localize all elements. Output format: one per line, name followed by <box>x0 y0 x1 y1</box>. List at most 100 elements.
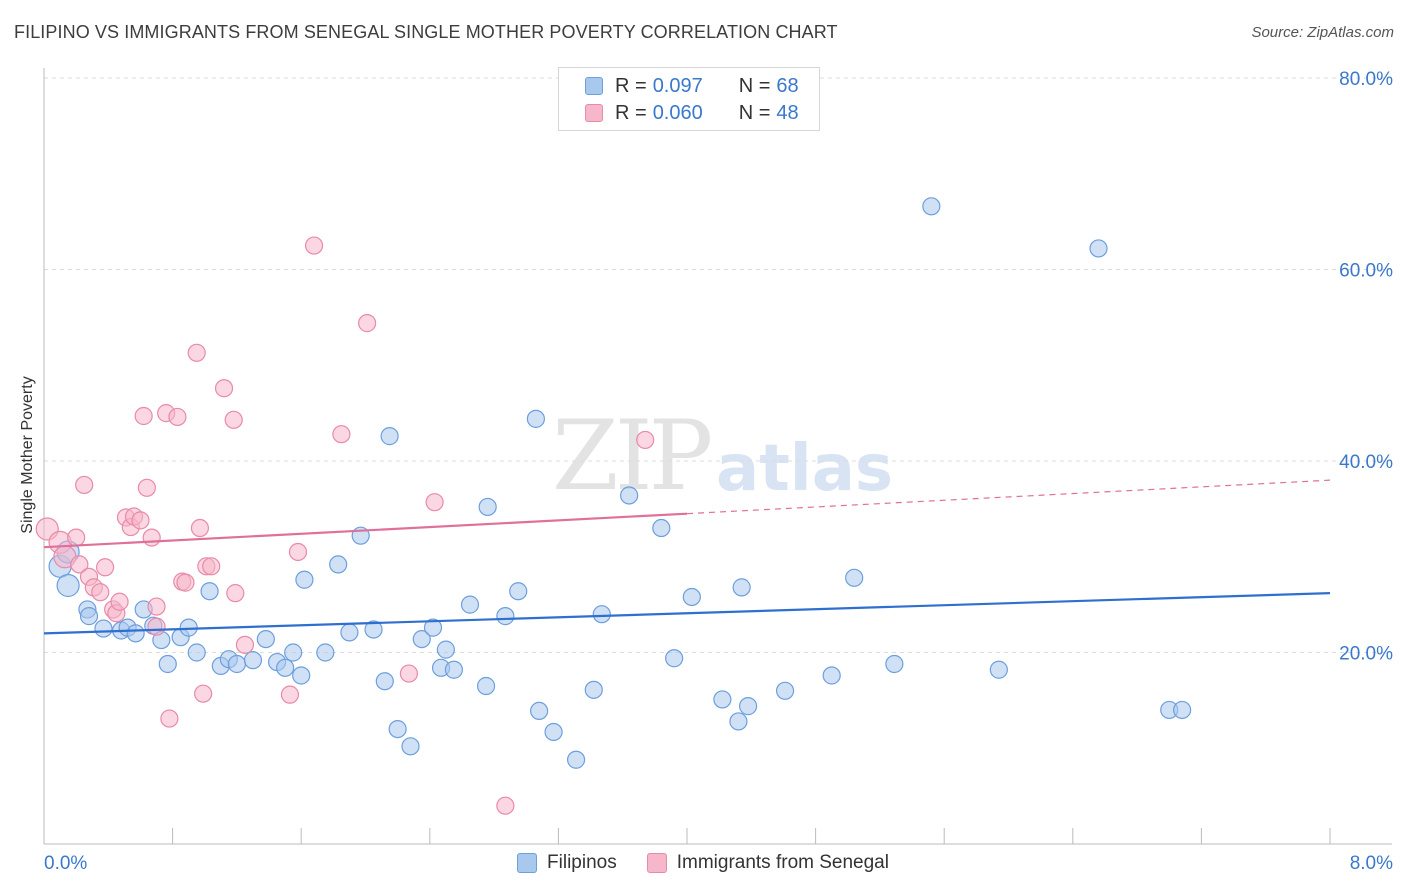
senegal-point <box>187 343 206 362</box>
filipino-point <box>526 409 545 428</box>
filipino-point <box>94 619 113 638</box>
watermark-atlas: atlas <box>716 432 893 506</box>
legend-r-label: R = <box>615 101 647 124</box>
senegal-point <box>95 558 115 577</box>
legend-swatch-pink <box>585 104 603 122</box>
legend-swatch-pink <box>646 853 667 873</box>
filipino-point <box>989 660 1008 679</box>
legend-swatch-blue <box>585 77 603 95</box>
correlation-legend: R = 0.097 N = 68 R = 0.060 N = 48 <box>558 67 820 131</box>
filipino-point <box>885 654 904 674</box>
senegal-point <box>176 573 195 592</box>
filipino-point <box>775 681 795 700</box>
senegal-trend-line-dashed <box>686 479 1331 515</box>
legend-n-label: N = <box>738 74 771 97</box>
senegal-point <box>134 406 153 426</box>
senegal-point <box>190 518 210 538</box>
source-label: Source: ZipAtlas.com <box>1251 24 1394 41</box>
filipino-point <box>713 690 732 709</box>
filipino-point <box>423 618 443 637</box>
filipino-point <box>227 654 246 674</box>
filipino-point <box>388 719 407 739</box>
senegal-point <box>67 528 86 547</box>
filipino-point <box>496 607 515 626</box>
filipino-point <box>476 676 496 696</box>
legend-n-label: N = <box>738 101 771 124</box>
legend-n-value: 68 <box>776 74 799 97</box>
senegal-point <box>75 475 94 495</box>
filipino-point <box>544 722 563 742</box>
filipino-point <box>316 643 335 662</box>
legend-item-filipinos: Filipinos <box>517 852 617 874</box>
filipino-trend-line <box>43 592 1331 635</box>
chart-title: FILIPINO VS IMMIGRANTS FROM SENEGAL SING… <box>14 22 838 42</box>
legend-n-value: 48 <box>776 101 799 124</box>
senegal-point <box>147 617 166 636</box>
filipino-point <box>284 643 303 662</box>
filipino-point <box>444 660 464 679</box>
filipino-point <box>1173 700 1192 720</box>
filipino-point <box>592 605 611 624</box>
senegal-point <box>358 314 377 333</box>
filipino-point <box>243 651 263 670</box>
legend-swatch-blue <box>517 853 538 873</box>
senegal-point <box>226 584 245 603</box>
filipino-point <box>401 737 420 756</box>
y-tick-label: 80.0% <box>1339 69 1393 90</box>
filipino-point <box>922 197 941 216</box>
filipino-point <box>276 658 295 677</box>
senegal-point <box>636 430 655 450</box>
filipino-point <box>56 573 80 598</box>
filipino-point <box>729 712 748 731</box>
senegal-point <box>110 592 129 611</box>
filipino-point <box>530 701 549 721</box>
senegal-point <box>214 379 234 398</box>
filipino-point <box>620 486 639 505</box>
senegal-point <box>194 684 213 703</box>
senegal-point <box>160 709 179 728</box>
filipino-point <box>380 427 399 446</box>
filipino-point <box>584 680 603 699</box>
filipino-point <box>200 582 219 601</box>
filipino-point <box>375 672 394 691</box>
senegal-trend-line <box>43 512 688 549</box>
filipino-point <box>126 624 145 643</box>
filipino-point <box>292 666 311 685</box>
filipino-point <box>187 643 206 662</box>
senegal-point <box>304 236 324 255</box>
filipino-point <box>738 697 758 716</box>
legend-label-filipinos: Filipinos <box>547 852 617 873</box>
x-tick-label: 8.0% <box>1350 853 1393 874</box>
senegal-point <box>332 425 351 444</box>
senegal-point <box>91 583 110 602</box>
legend-row-filipinos: R = 0.097 N = 68 <box>585 74 799 98</box>
senegal-point <box>235 635 255 654</box>
filipino-point <box>256 629 275 649</box>
filipino-point <box>412 629 431 649</box>
legend-item-senegal: Immigrants from Senegal <box>646 852 889 874</box>
filipino-point <box>845 568 864 587</box>
legend-row-senegal: R = 0.060 N = 48 <box>585 101 799 125</box>
senegal-point <box>425 493 444 512</box>
senegal-point <box>399 664 419 683</box>
senegal-point <box>168 407 187 427</box>
senegal-point <box>202 557 221 576</box>
legend-label-senegal: Immigrants from Senegal <box>676 852 889 873</box>
filipino-point <box>822 666 841 685</box>
filipino-point <box>364 620 383 639</box>
y-tick-label: 40.0% <box>1339 452 1393 473</box>
filipino-point <box>732 578 751 597</box>
legend-r-label: R = <box>615 74 647 97</box>
filipino-point <box>665 649 684 668</box>
filipino-point <box>295 570 314 589</box>
filipino-point <box>682 587 701 607</box>
filipino-point <box>478 497 497 517</box>
legend-r-value: 0.097 <box>652 74 703 97</box>
series-legend: Filipinos Immigrants from Senegal <box>0 852 1406 874</box>
filipino-point <box>509 582 528 601</box>
x-tick-label: 0.0% <box>44 853 87 874</box>
senegal-point <box>131 511 150 530</box>
senegal-point <box>288 542 308 562</box>
filipino-point <box>158 654 177 674</box>
